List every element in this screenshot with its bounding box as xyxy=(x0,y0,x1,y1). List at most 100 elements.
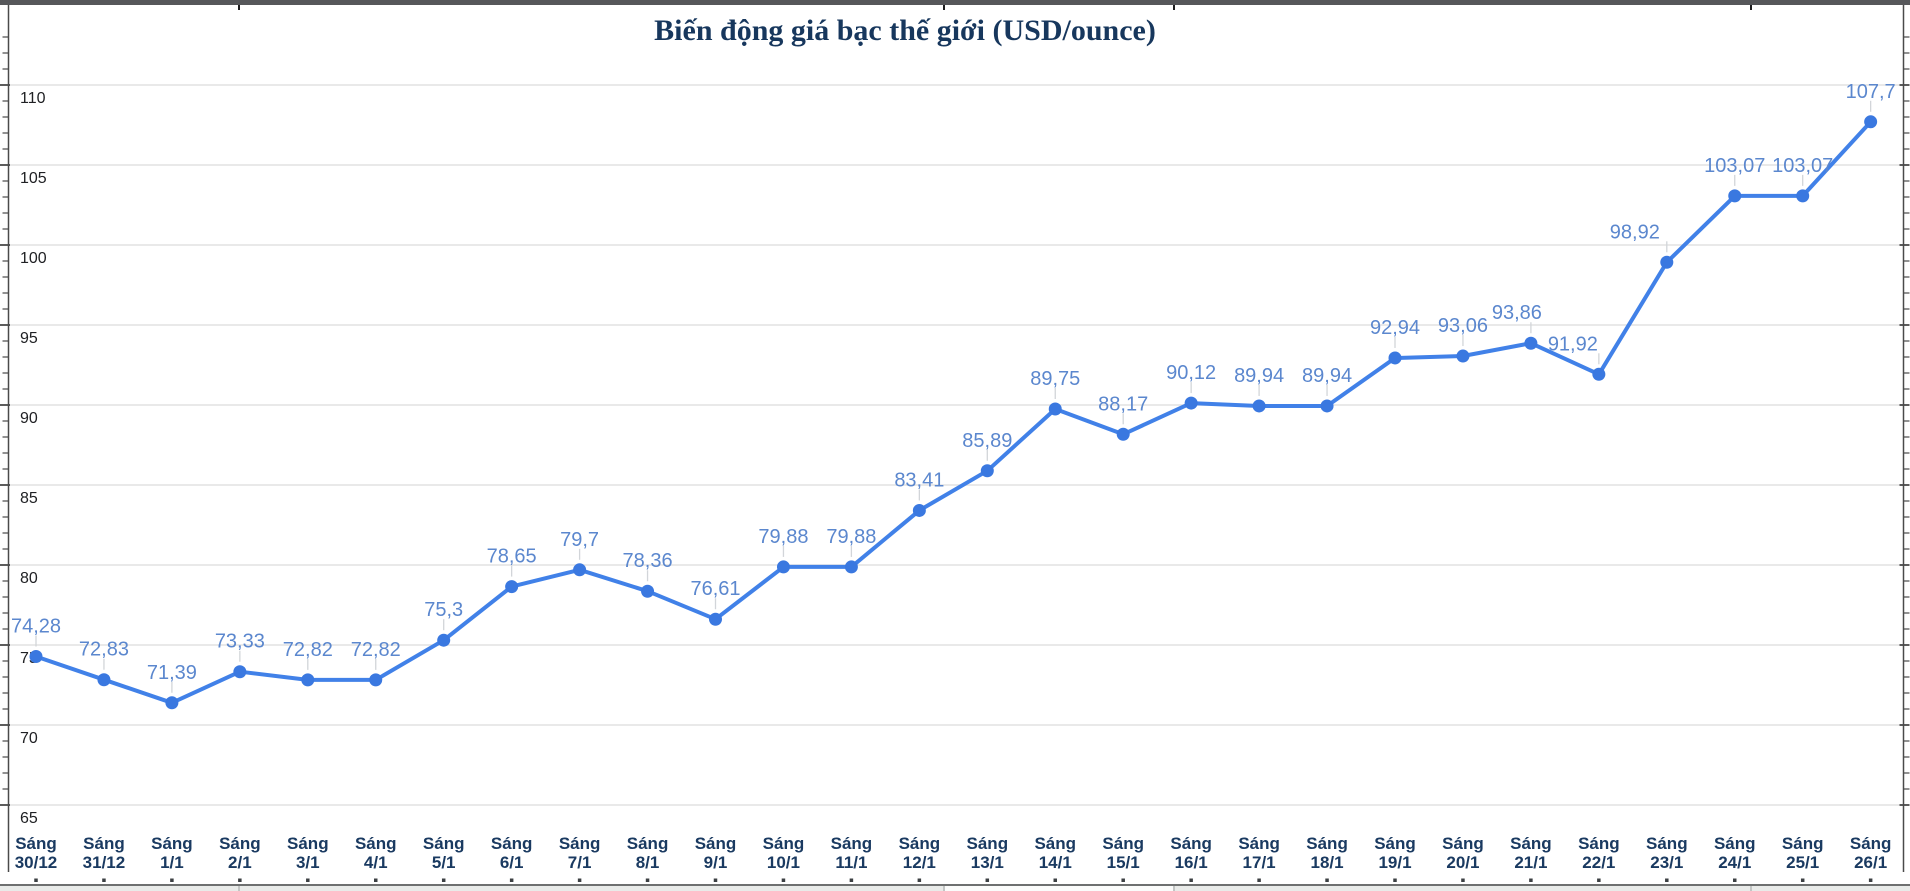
x-axis-label-prefix: Sáng xyxy=(899,834,941,853)
data-point[interactable] xyxy=(369,673,383,687)
data-point[interactable] xyxy=(912,503,926,517)
x-axis-label-date: 23/1 xyxy=(1650,853,1683,872)
data-point[interactable] xyxy=(1592,367,1606,381)
x-axis-tick-dot xyxy=(713,878,718,882)
data-point-label: 93,86 xyxy=(1492,302,1542,324)
x-axis-label-prefix: Sáng xyxy=(1578,834,1620,853)
x-axis-tick-dot xyxy=(645,878,650,882)
y-axis-tick-label: 90 xyxy=(20,410,38,427)
y-axis-tick-label: 80 xyxy=(20,570,38,587)
data-point[interactable] xyxy=(1320,399,1334,413)
column-border-mark xyxy=(1173,885,1175,891)
x-axis-label-prefix: Sáng xyxy=(1510,834,1552,853)
data-point[interactable] xyxy=(97,673,111,687)
x-axis-label-prefix: Sáng xyxy=(423,834,465,853)
data-point[interactable] xyxy=(29,650,43,664)
x-axis-label-date: 31/12 xyxy=(83,853,126,872)
x-axis-label-prefix: Sáng xyxy=(151,834,193,853)
column-border-mark xyxy=(1173,5,1175,10)
data-point-label: 78,36 xyxy=(623,550,673,572)
x-axis-tick-dot xyxy=(1053,878,1057,882)
data-point-label: 72,82 xyxy=(283,639,333,661)
data-point-label: 74,28 xyxy=(11,616,61,638)
x-axis-label-prefix: Sáng xyxy=(695,834,737,853)
data-point-label: 72,82 xyxy=(351,639,401,661)
x-axis-tick-dot xyxy=(306,878,310,882)
x-axis-tick-dot xyxy=(1733,878,1737,882)
x-axis-label-date: 7/1 xyxy=(568,853,592,872)
chart-title: Biến động giá bạc thế giới (USD/ounce) xyxy=(654,14,1156,47)
column-border-mark xyxy=(1750,5,1752,10)
x-axis-tick-dot xyxy=(1529,878,1533,882)
data-point[interactable] xyxy=(1660,255,1674,269)
x-axis-label-date: 15/1 xyxy=(1107,853,1140,872)
data-point[interactable] xyxy=(1184,396,1198,410)
data-point-label: 72,83 xyxy=(79,639,129,661)
x-axis-tick-dot xyxy=(1121,878,1125,882)
data-point-label: 75,3 xyxy=(424,599,463,621)
data-point-label: 91,92 xyxy=(1548,333,1598,355)
x-axis-tick-dot xyxy=(1189,878,1193,882)
x-axis-tick-dot xyxy=(1461,878,1465,882)
x-axis-tick-dot xyxy=(1800,878,1805,882)
data-point[interactable] xyxy=(1796,189,1810,203)
x-axis-tick-dot xyxy=(577,878,582,882)
x-axis-tick-dot xyxy=(34,878,38,882)
data-point[interactable] xyxy=(1456,349,1470,363)
data-point-label: 93,06 xyxy=(1438,315,1488,337)
x-axis-label-date: 25/1 xyxy=(1786,853,1819,872)
x-axis-label-date: 2/1 xyxy=(228,853,252,872)
price-line[interactable] xyxy=(34,119,1873,705)
data-point[interactable] xyxy=(301,673,315,687)
x-axis-label-prefix: Sáng xyxy=(967,834,1009,853)
x-axis-label-date: 6/1 xyxy=(500,853,524,872)
data-point[interactable] xyxy=(1728,189,1742,203)
data-point-label: 103,07 xyxy=(1704,155,1765,177)
x-axis-label-date: 18/1 xyxy=(1311,853,1344,872)
data-point[interactable] xyxy=(1864,115,1878,129)
data-point[interactable] xyxy=(641,584,655,598)
data-point[interactable] xyxy=(1116,427,1130,441)
data-point[interactable] xyxy=(709,612,722,626)
x-axis-tick-dot xyxy=(1665,878,1669,882)
x-axis-label-date: 11/1 xyxy=(835,853,867,872)
data-point[interactable] xyxy=(1252,399,1266,413)
x-axis-label-prefix: Sáng xyxy=(1782,834,1824,853)
column-border-mark xyxy=(238,5,240,10)
x-axis-tick-dot xyxy=(985,878,990,882)
data-point[interactable] xyxy=(776,560,790,574)
x-axis-label-prefix: Sáng xyxy=(355,834,397,853)
y-axis-tick-label: 110 xyxy=(20,90,46,107)
x-axis-label-prefix: Sáng xyxy=(1714,834,1756,853)
data-point-label: 98,92 xyxy=(1610,221,1660,243)
data-point[interactable] xyxy=(1388,351,1402,365)
column-border-mark xyxy=(1750,885,1752,891)
x-axis-label-prefix: Sáng xyxy=(83,834,125,853)
y-axis-tick-label: 105 xyxy=(20,170,47,187)
data-point-label: 85,89 xyxy=(962,430,1012,452)
data-point-label: 88,17 xyxy=(1098,393,1148,415)
data-point[interactable] xyxy=(505,580,519,594)
x-axis-label-prefix: Sáng xyxy=(1034,834,1076,853)
data-point-label: 73,33 xyxy=(215,631,265,653)
spreadsheet-bottom-edge xyxy=(0,885,1910,891)
x-axis-tick-dot xyxy=(1325,878,1329,882)
data-point[interactable] xyxy=(844,560,858,574)
x-axis-label-date: 5/1 xyxy=(432,853,456,872)
x-axis-tick-dot xyxy=(1257,878,1261,882)
data-point[interactable] xyxy=(165,696,179,710)
data-point[interactable] xyxy=(573,563,587,577)
x-axis-label-date: 26/1 xyxy=(1854,853,1887,872)
x-axis-label-prefix: Sáng xyxy=(559,834,601,853)
data-point[interactable] xyxy=(233,665,247,679)
data-point[interactable] xyxy=(437,633,451,647)
x-axis-tick-dot xyxy=(374,878,378,882)
data-point-label: 92,94 xyxy=(1370,317,1420,339)
data-point[interactable] xyxy=(980,464,994,478)
y-axis-tick-label: 100 xyxy=(20,250,47,267)
data-point[interactable] xyxy=(1524,336,1538,350)
data-point[interactable] xyxy=(1048,402,1062,416)
y-axis-tick-label: 70 xyxy=(20,730,38,747)
x-axis-tick-dot xyxy=(509,878,514,882)
